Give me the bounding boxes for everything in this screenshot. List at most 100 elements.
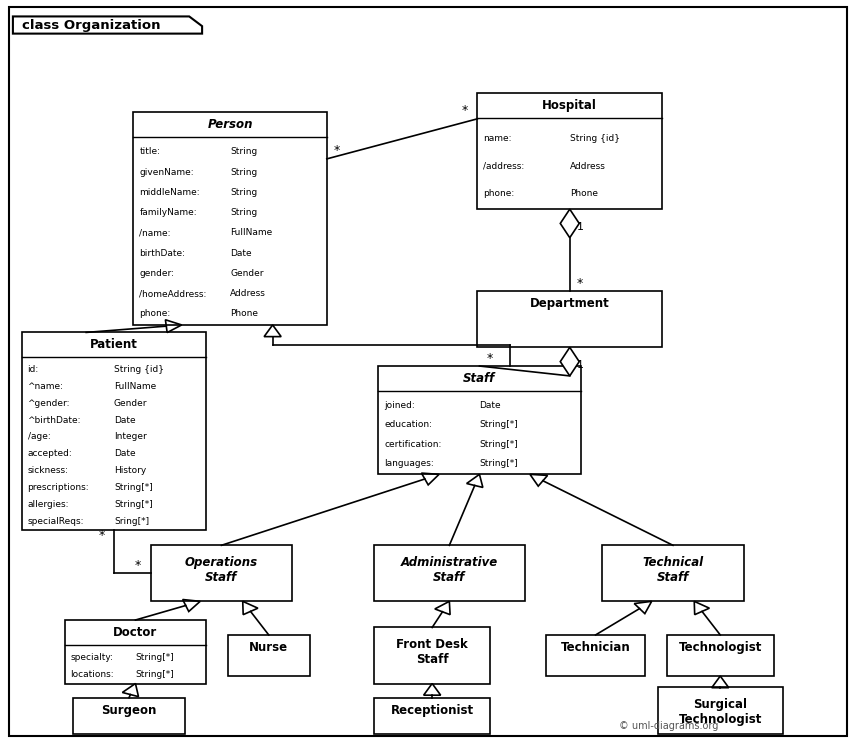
Text: *: * — [334, 144, 340, 158]
Polygon shape — [13, 16, 202, 34]
Text: Surgical
Technologist: Surgical Technologist — [679, 698, 762, 726]
Text: *: * — [462, 105, 468, 117]
Text: String: String — [230, 167, 257, 176]
Text: Nurse: Nurse — [249, 641, 288, 654]
Text: /address:: /address: — [483, 162, 525, 171]
Text: Date: Date — [114, 449, 136, 459]
Text: String[*]: String[*] — [114, 483, 153, 492]
Text: name:: name: — [483, 134, 512, 143]
Text: /age:: /age: — [28, 433, 50, 441]
Text: String[*]: String[*] — [480, 459, 519, 468]
Bar — [477, 93, 662, 209]
Text: Staff: Staff — [464, 372, 495, 385]
Text: certification:: certification: — [384, 440, 442, 449]
Text: String: String — [230, 208, 257, 217]
Text: Technician: Technician — [561, 641, 630, 654]
Text: © uml-diagrams.org: © uml-diagrams.org — [619, 721, 719, 731]
Text: givenName:: givenName: — [139, 167, 194, 176]
Text: String[*]: String[*] — [114, 500, 153, 509]
Text: familyName:: familyName: — [139, 208, 197, 217]
Text: education:: education: — [384, 421, 433, 430]
Bar — [546, 635, 645, 676]
Text: Administrative
Staff: Administrative Staff — [401, 556, 498, 584]
Text: joined:: joined: — [384, 401, 415, 410]
Text: Address: Address — [570, 162, 605, 171]
Bar — [73, 698, 185, 734]
Text: accepted:: accepted: — [28, 449, 72, 459]
Text: Surgeon: Surgeon — [101, 704, 157, 716]
Text: *: * — [487, 352, 493, 365]
Text: class Organization: class Organization — [22, 19, 160, 31]
Text: Phone: Phone — [570, 190, 598, 199]
Text: String {id}: String {id} — [570, 134, 620, 143]
Text: String[*]: String[*] — [135, 670, 175, 679]
Text: Technologist: Technologist — [679, 641, 762, 654]
Text: /homeAddress:: /homeAddress: — [139, 289, 206, 298]
Text: allergies:: allergies: — [28, 500, 69, 509]
Text: locations:: locations: — [71, 670, 114, 679]
Text: Sring[*]: Sring[*] — [114, 517, 149, 526]
Text: specialReqs:: specialReqs: — [28, 517, 84, 526]
Bar — [378, 366, 580, 474]
Text: History: History — [114, 466, 146, 475]
Text: 1: 1 — [577, 360, 584, 371]
Polygon shape — [561, 209, 580, 238]
Text: phone:: phone: — [483, 190, 514, 199]
Text: birthDate:: birthDate: — [139, 249, 185, 258]
Text: sickness:: sickness: — [28, 466, 69, 475]
Text: ^birthDate:: ^birthDate: — [28, 415, 81, 424]
Text: /name:: /name: — [139, 229, 171, 238]
Bar — [374, 627, 490, 684]
Text: Technical
Staff: Technical Staff — [642, 556, 703, 584]
Text: Date: Date — [114, 415, 136, 424]
Text: String: String — [230, 187, 257, 197]
Text: Doctor: Doctor — [114, 626, 157, 639]
Text: String[*]: String[*] — [135, 653, 175, 662]
Polygon shape — [561, 347, 580, 376]
Text: FullName: FullName — [230, 229, 273, 238]
Text: Front Desk
Staff: Front Desk Staff — [396, 638, 468, 666]
Text: Address: Address — [230, 289, 266, 298]
Bar — [374, 698, 490, 734]
Text: String {id}: String {id} — [114, 365, 164, 374]
Bar — [228, 635, 310, 676]
Text: Integer: Integer — [114, 433, 147, 441]
Text: *: * — [577, 277, 583, 290]
Bar — [666, 635, 774, 676]
Text: Gender: Gender — [230, 269, 263, 278]
Bar — [64, 620, 206, 684]
Bar — [374, 545, 525, 601]
Text: Operations
Staff: Operations Staff — [185, 556, 258, 584]
Text: phone:: phone: — [139, 309, 170, 318]
Text: Receptionist: Receptionist — [390, 704, 474, 716]
Text: String: String — [230, 147, 257, 156]
Text: String[*]: String[*] — [480, 440, 519, 449]
Text: Hospital: Hospital — [543, 99, 597, 112]
Text: languages:: languages: — [384, 459, 434, 468]
Text: Date: Date — [230, 249, 252, 258]
Text: ^name:: ^name: — [28, 382, 64, 391]
Text: *: * — [98, 530, 105, 542]
Text: Date: Date — [480, 401, 501, 410]
Text: Department: Department — [530, 297, 610, 310]
Text: middleName:: middleName: — [139, 187, 200, 197]
Text: 1: 1 — [577, 222, 584, 232]
Text: specialty:: specialty: — [71, 653, 114, 662]
Text: Gender: Gender — [114, 399, 147, 408]
Bar — [602, 545, 744, 601]
Bar — [150, 545, 292, 601]
Text: gender:: gender: — [139, 269, 175, 278]
Text: id:: id: — [28, 365, 39, 374]
Text: title:: title: — [139, 147, 160, 156]
Text: prescriptions:: prescriptions: — [28, 483, 89, 492]
Bar — [477, 291, 662, 347]
Text: Person: Person — [207, 118, 253, 131]
Text: Phone: Phone — [230, 309, 258, 318]
Text: *: * — [135, 559, 141, 572]
Text: FullName: FullName — [114, 382, 157, 391]
Bar — [133, 112, 327, 325]
Bar — [22, 332, 206, 530]
Bar — [658, 687, 783, 734]
Text: ^gender:: ^gender: — [28, 399, 70, 408]
Text: String[*]: String[*] — [480, 421, 519, 430]
